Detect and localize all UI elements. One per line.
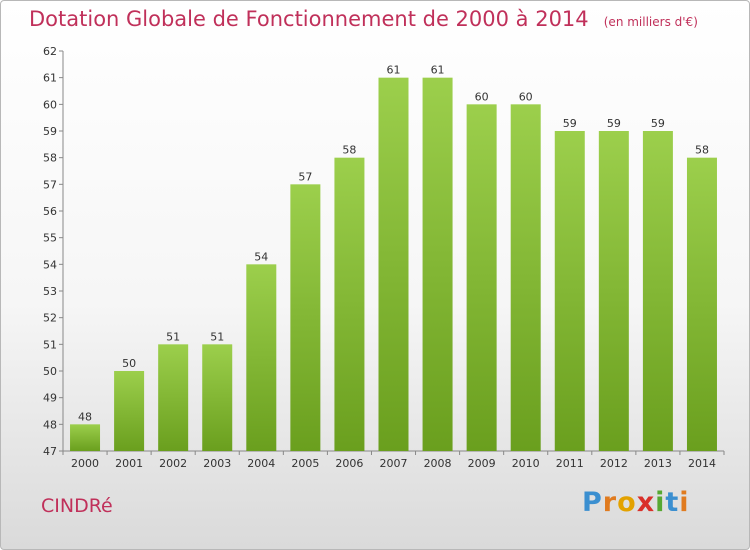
y-tick-label: 51	[43, 338, 57, 351]
chart-title: Dotation Globale de Fonctionnement de 20…	[29, 7, 698, 31]
x-tick-label: 2010	[512, 457, 540, 470]
y-tick-label: 49	[43, 392, 57, 405]
x-ticks-group: 2000 2001 2002 2003 2004 2005 2006 2007 2008 2009…	[62, 451, 725, 470]
x-tick-label: 2014	[688, 457, 716, 470]
proxiti-logo[interactable]: Proxiti	[582, 487, 690, 518]
x-tick-label: 2001	[115, 457, 143, 470]
data-label-2004: 54	[254, 250, 268, 263]
commune-name: CINDRé	[41, 495, 113, 517]
data-label-2011: 59	[563, 117, 577, 130]
logo-letter: x	[636, 487, 656, 518]
bar-2014	[686, 157, 717, 451]
y-tick-label: 59	[43, 125, 57, 138]
data-label-2003: 51	[210, 330, 224, 343]
x-tick-label: 2011	[556, 457, 584, 470]
bar-2003	[202, 344, 233, 451]
bar-2006	[334, 157, 365, 451]
x-tick-label: 2007	[380, 457, 408, 470]
data-label-2013: 59	[651, 117, 665, 130]
x-tick-label: 2013	[644, 457, 672, 470]
logo-letter: i	[679, 487, 690, 518]
y-ticks-group: 47 48 49 50 51 52 53 54 55 56 57 58 59 60 61 62	[43, 45, 63, 458]
bar-2008	[422, 77, 453, 452]
x-tick-label: 2000	[71, 457, 99, 470]
data-label-2006: 58	[342, 144, 356, 157]
data-label-2005: 57	[298, 170, 312, 183]
bar-2007	[378, 77, 409, 452]
bar-2009	[466, 104, 497, 451]
bar-2013	[642, 131, 673, 451]
x-tick-label: 2006	[335, 457, 363, 470]
y-tick-label: 53	[43, 285, 57, 298]
bar-2011	[554, 131, 585, 451]
x-tick-label: 2004	[247, 457, 275, 470]
bar-2005	[290, 184, 321, 452]
bar-2000	[70, 424, 101, 451]
logo-letter: t	[665, 487, 680, 518]
bars-group	[70, 77, 717, 452]
data-label-2008: 61	[431, 64, 445, 77]
y-tick-label: 50	[43, 365, 57, 378]
data-label-2002: 51	[166, 330, 180, 343]
unit-note: (en milliers d'€)	[603, 15, 698, 29]
x-tick-label: 2008	[424, 457, 452, 470]
x-tick-label: 2012	[600, 457, 628, 470]
data-label-2000: 48	[78, 410, 92, 423]
data-label-2009: 60	[475, 90, 489, 103]
data-label-2007: 61	[387, 64, 401, 77]
logo-letter: i	[655, 487, 666, 518]
bar-2012	[598, 131, 629, 451]
logo-letter: r	[602, 487, 618, 518]
y-tick-label: 61	[43, 72, 57, 85]
logo-letter: o	[617, 487, 637, 518]
data-label-2010: 60	[519, 90, 533, 103]
x-tick-label: 2002	[159, 457, 187, 470]
logo-letter: P	[582, 487, 603, 518]
y-tick-label: 58	[43, 152, 57, 165]
title-text: Dotation Globale de Fonctionnement de 20…	[29, 7, 589, 31]
y-tick-label: 54	[43, 258, 57, 271]
x-tick-label: 2005	[291, 457, 319, 470]
bar-2004	[246, 264, 277, 451]
data-label-2001: 50	[122, 357, 136, 370]
y-tick-label: 55	[43, 232, 57, 245]
x-tick-label: 2009	[468, 457, 496, 470]
y-tick-label: 47	[43, 445, 57, 458]
data-label-2014: 58	[695, 144, 709, 157]
y-tick-label: 56	[43, 205, 57, 218]
y-tick-label: 60	[43, 98, 57, 111]
data-labels-group: 48 50 51 51 54 57 58 61 61 60 60 59 59 59 58	[78, 64, 709, 424]
bar-2001	[114, 371, 145, 451]
y-tick-label: 62	[43, 45, 57, 58]
x-tick-label: 2003	[203, 457, 231, 470]
y-tick-label: 52	[43, 312, 57, 325]
data-label-2012: 59	[607, 117, 621, 130]
y-tick-label: 48	[43, 418, 57, 431]
bar-2002	[158, 344, 189, 451]
y-tick-label: 57	[43, 178, 57, 191]
bar-2010	[510, 104, 541, 451]
